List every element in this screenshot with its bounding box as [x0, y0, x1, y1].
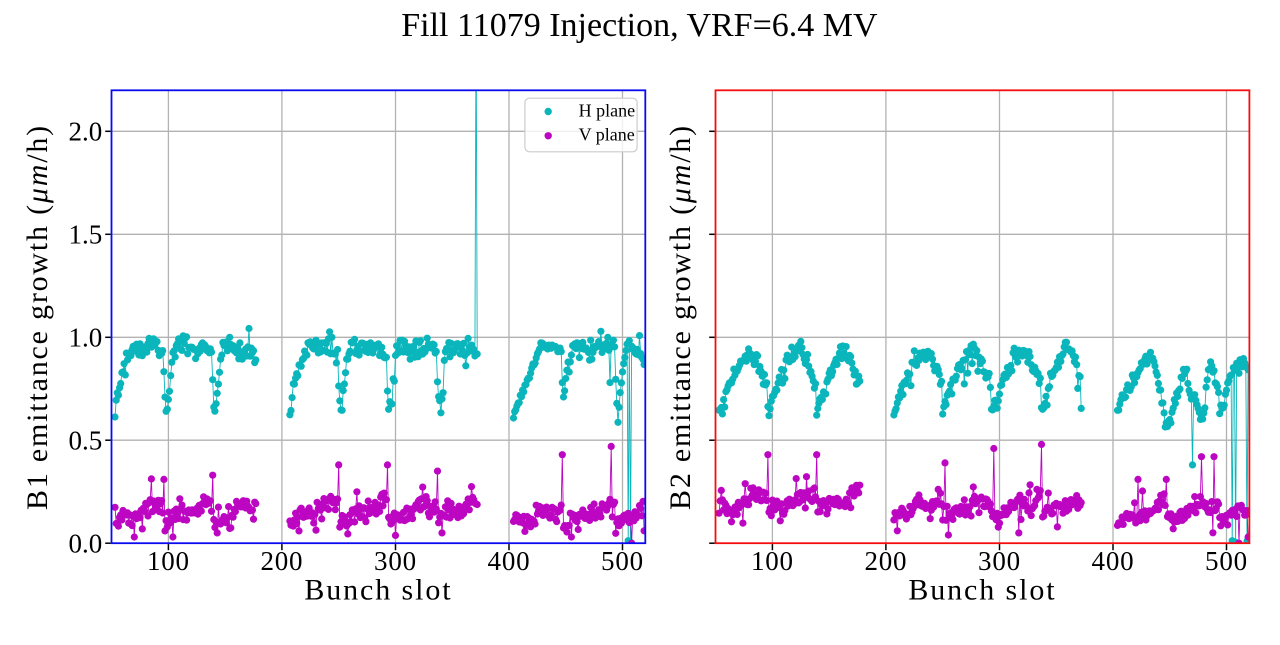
svg-text:V plane: V plane — [579, 125, 635, 145]
svg-text:H plane: H plane — [579, 100, 635, 120]
svg-text:400: 400 — [1092, 546, 1135, 576]
svg-text:B2 emittance growth (μm/h): B2 emittance growth (μm/h) — [664, 124, 697, 510]
svg-text:200: 200 — [260, 546, 303, 576]
svg-text:0.0: 0.0 — [69, 529, 103, 559]
svg-text:Bunch slot: Bunch slot — [304, 573, 452, 606]
svg-text:300: 300 — [978, 546, 1021, 576]
svg-text:Fill 11079 Injection, VRF=6.4: Fill 11079 Injection, VRF=6.4 MV — [401, 7, 878, 44]
svg-text:300: 300 — [374, 546, 417, 576]
svg-text:1.5: 1.5 — [69, 220, 103, 250]
svg-text:400: 400 — [488, 546, 531, 576]
svg-text:500: 500 — [601, 546, 644, 576]
svg-text:100: 100 — [147, 546, 190, 576]
svg-text:1.0: 1.0 — [69, 323, 103, 353]
svg-text:500: 500 — [1205, 546, 1248, 576]
svg-text:Bunch slot: Bunch slot — [908, 573, 1056, 606]
svg-text:B1 emittance growth (μm/h): B1 emittance growth (μm/h) — [21, 124, 54, 510]
svg-text:100: 100 — [751, 546, 794, 576]
svg-text:200: 200 — [864, 546, 907, 576]
svg-text:0.5: 0.5 — [69, 426, 103, 456]
svg-text:2.0: 2.0 — [69, 117, 103, 147]
